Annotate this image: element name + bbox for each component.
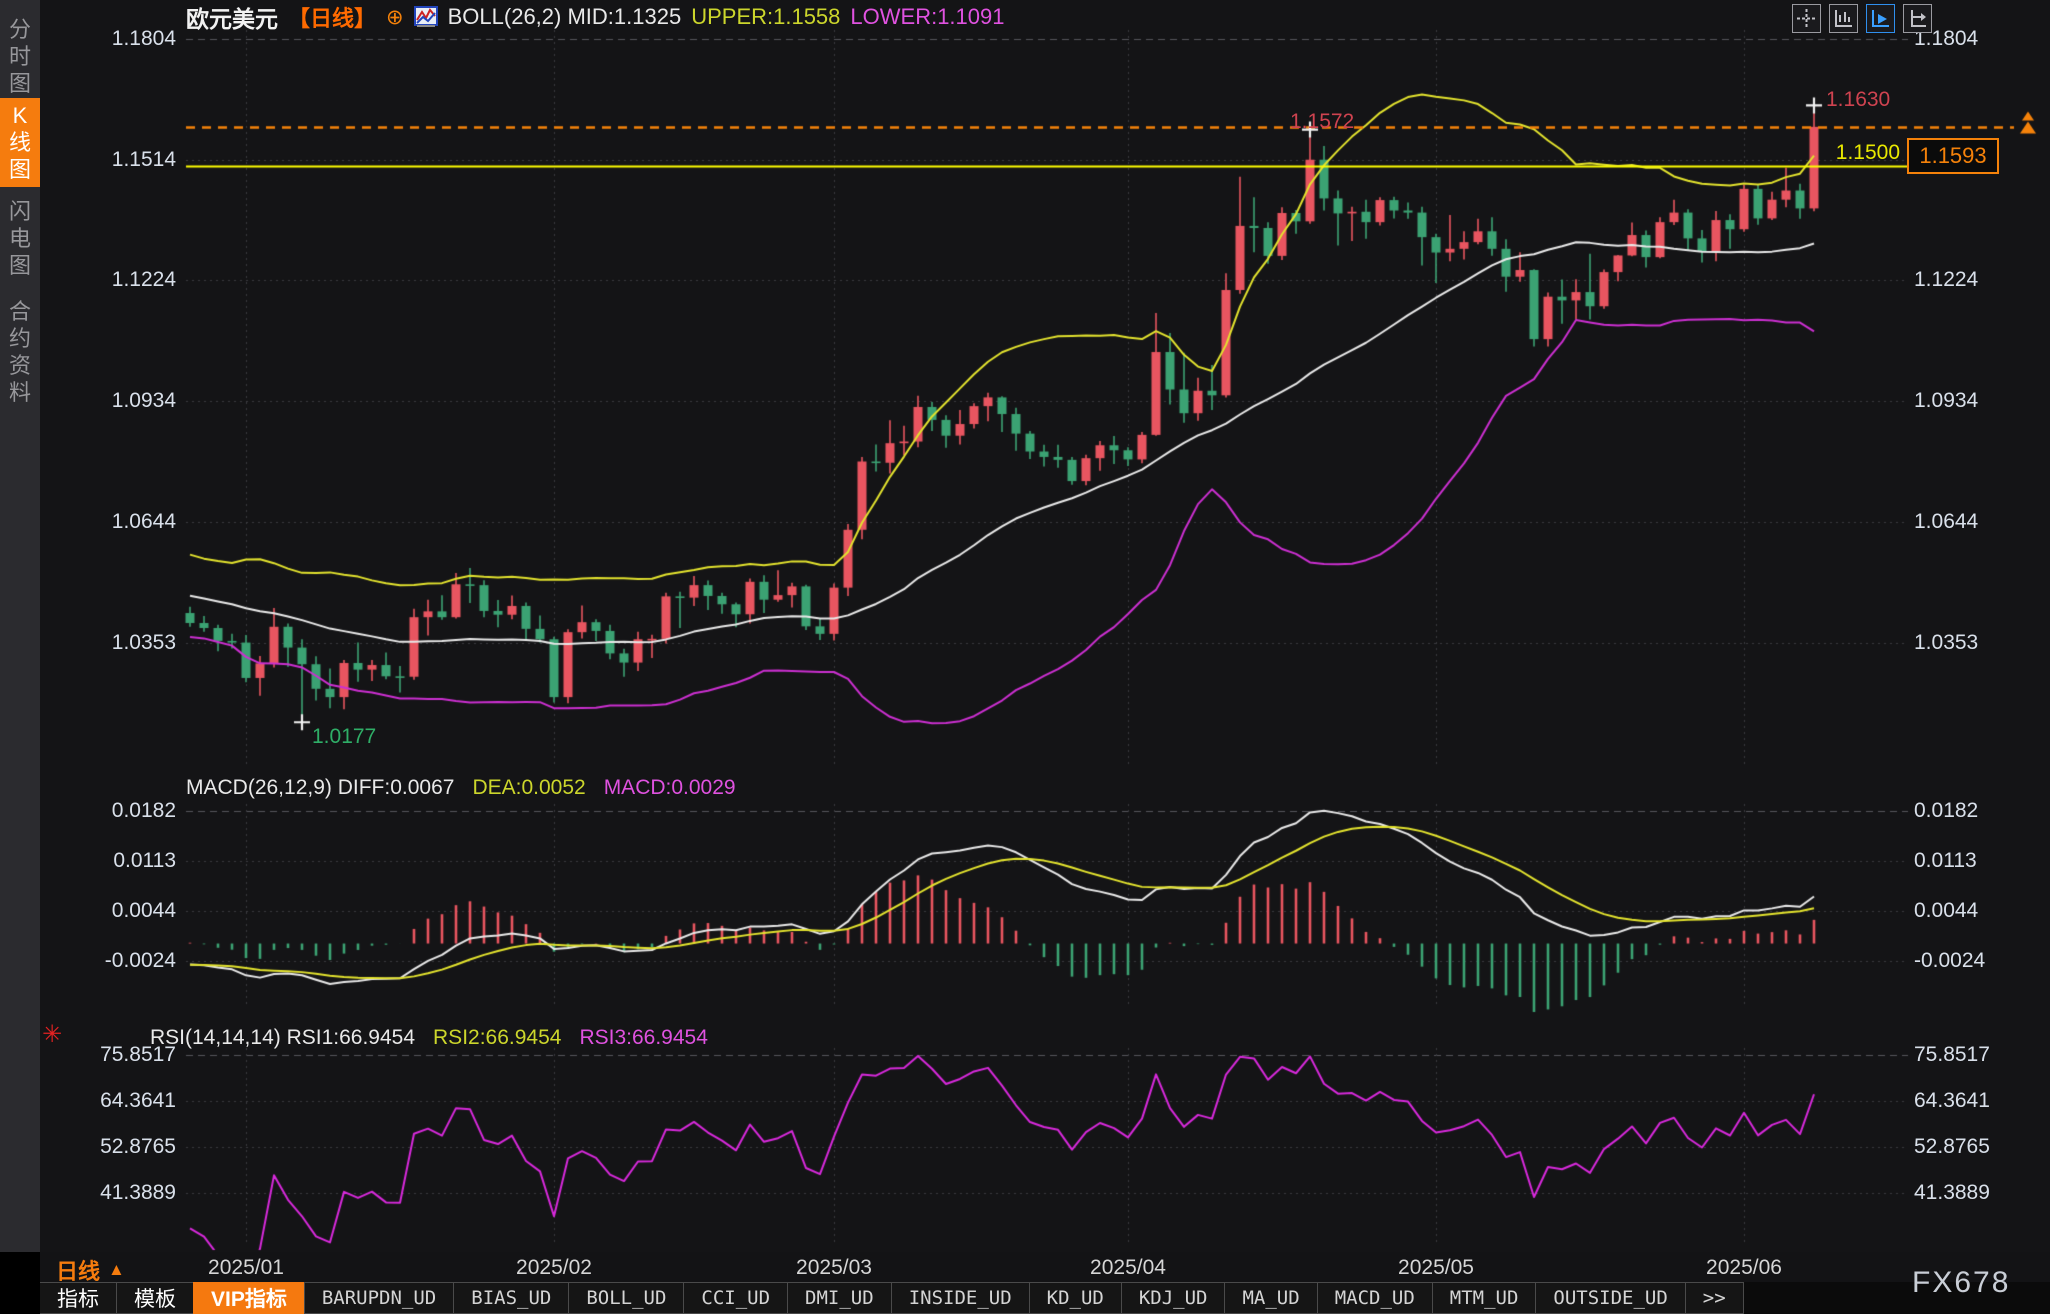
x-axis-label-2025/03: 2025/03 — [796, 1256, 872, 1279]
y-axis-left-1.1804: 1.1804 — [111, 27, 176, 50]
last-price-tag: 1.1593 — [1907, 138, 1999, 174]
axes-scale-icon[interactable] — [1829, 4, 1858, 33]
chart-toolbar — [1792, 4, 1932, 33]
chart-header: 欧元美元 【日线】 ⊕ BOLL(26,2) MID:1.1325 UPPER:… — [186, 3, 1005, 32]
y-axis-right-1.1224: 1.1224 — [1914, 268, 1979, 291]
macd-dea-value: DEA:0.0052 — [472, 776, 586, 799]
rsi-header: RSI(14,14,14) RSI1:66.9454 RSI2:66.9454 … — [150, 1026, 708, 1050]
tab-DMI_UD[interactable]: DMI_UD — [787, 1282, 892, 1314]
sidebar-item-合约资料[interactable]: 合约资料 — [8, 299, 31, 405]
y-axis-right-0.0113: 0.0113 — [1914, 849, 1977, 872]
x-axis-label-2025/02: 2025/02 — [516, 1256, 592, 1279]
y-axis-left-75.8517: 75.8517 — [100, 1043, 176, 1066]
y-axis-right--0.0024: -0.0024 — [1914, 949, 1986, 972]
boll-lower: LOWER:1.1091 — [850, 4, 1005, 29]
bottom-left-corner — [0, 1252, 40, 1314]
y-axis-right-0.0182: 0.0182 — [1914, 799, 1979, 822]
tab-BOLL_UD[interactable]: BOLL_UD — [568, 1282, 685, 1314]
x-axis-label-2025/04: 2025/04 — [1090, 1256, 1166, 1279]
tab-CCI_UD[interactable]: CCI_UD — [683, 1282, 789, 1314]
y-axis-left-52.8765: 52.8765 — [100, 1135, 176, 1158]
y-axis-left-1.0353: 1.0353 — [111, 631, 176, 654]
tab-OUTSIDE_UD[interactable]: OUTSIDE_UD — [1535, 1282, 1686, 1314]
sidebar-item-闪电图[interactable]: 闪电图 — [8, 199, 31, 278]
x-axis-label-2025/05: 2025/05 — [1398, 1256, 1474, 1279]
axes-play-icon[interactable] — [1866, 4, 1895, 33]
macd-header: MACD(26,12,9) DIFF:0.0067 DEA:0.0052 MAC… — [186, 776, 736, 800]
axes-shift-icon[interactable] — [1903, 4, 1932, 33]
tab->>[interactable]: >> — [1684, 1282, 1744, 1314]
y-axis-right-64.3641: 64.3641 — [1914, 1089, 1990, 1112]
y-axis-right-75.8517: 75.8517 — [1914, 1043, 1990, 1066]
y-axis-right-1.0353: 1.0353 — [1914, 631, 1979, 654]
period-tag: 【日线】 — [288, 6, 377, 31]
high-price-label-1.1630: 1.1630 — [1826, 88, 1891, 112]
y-axis-right-41.3889: 41.3889 — [1914, 1181, 1990, 1204]
y-axis-left-1.0644: 1.0644 — [111, 510, 176, 533]
tab-MA_UD[interactable]: MA_UD — [1224, 1282, 1318, 1314]
add-compare-icon[interactable]: ⊕ — [386, 5, 404, 29]
alert-flag-icon[interactable]: ✳ — [42, 1021, 63, 1048]
period-selector[interactable]: 日线 ▲ — [56, 1254, 125, 1286]
tab-KDJ_UD[interactable]: KDJ_UD — [1120, 1282, 1226, 1314]
tab-VIP指标[interactable]: VIP指标 — [193, 1282, 305, 1314]
tab-MACD_UD[interactable]: MACD_UD — [1316, 1282, 1433, 1314]
tab-指标[interactable]: 指标 — [39, 1282, 117, 1314]
y-axis-left-0.0182: 0.0182 — [111, 799, 176, 822]
time-axis-strip — [40, 1252, 2050, 1282]
rsi2-value: RSI2:66.9454 — [433, 1026, 562, 1049]
tab-模板[interactable]: 模板 — [116, 1282, 194, 1314]
tab-KD_UD[interactable]: KD_UD — [1028, 1282, 1122, 1314]
tab-BARUPDN_UD[interactable]: BARUPDN_UD — [303, 1282, 455, 1314]
indicator-tab-bar: 指标 模板 VIP指标 BARUPDN_UD BIAS_UD BOLL_UD CCI_UD D… — [39, 1282, 2050, 1314]
y-axis-left-0.0044: 0.0044 — [111, 899, 176, 922]
move-crosshair-icon[interactable] — [1792, 4, 1821, 33]
y-axis-left-1.1514: 1.1514 — [111, 148, 176, 171]
boll-values: BOLL(26,2) MID:1.1325 — [447, 4, 682, 29]
macd-value: MACD:0.0029 — [603, 776, 736, 799]
indicator-logo-icon — [413, 6, 438, 28]
symbol-name: 欧元美元 — [186, 6, 278, 32]
y-axis-right-1.0644: 1.0644 — [1914, 510, 1979, 533]
y-axis-left-41.3889: 41.3889 — [100, 1181, 176, 1204]
tab-BIAS_UD[interactable]: BIAS_UD — [453, 1282, 570, 1314]
high-price-label-1.1572: 1.1572 — [1290, 109, 1355, 133]
period-label: 日线 — [56, 1259, 101, 1284]
y-axis-left-1.1224: 1.1224 — [111, 268, 176, 291]
y-axis-left-1.0934: 1.0934 — [111, 389, 176, 412]
y-axis-left--0.0024: -0.0024 — [104, 949, 176, 972]
boll-upper: UPPER:1.1558 — [691, 4, 841, 29]
rsi3-value: RSI3:66.9454 — [579, 1026, 708, 1049]
tab-INSIDE_UD[interactable]: INSIDE_UD — [890, 1282, 1030, 1314]
triangle-up-icon: ▲ — [108, 1260, 125, 1279]
rsi1-value: RSI(14,14,14) RSI1:66.9454 — [150, 1026, 416, 1049]
low-price-label: 1.0177 — [312, 725, 377, 749]
sidebar-item-分时图[interactable]: 分时图 — [8, 17, 31, 96]
y-axis-right-1.0934: 1.0934 — [1914, 389, 1979, 412]
y-axis-left-0.0113: 0.0113 — [113, 849, 176, 872]
y-axis-left-64.3641: 64.3641 — [100, 1089, 176, 1112]
x-axis-label-2025/06: 2025/06 — [1706, 1256, 1782, 1279]
yellow-line-price-label: 1.1500 — [1835, 140, 1900, 164]
watermark: FX678 — [1912, 1266, 2011, 1299]
y-axis-right-52.8765: 52.8765 — [1914, 1135, 1990, 1158]
y-axis-right-0.0044: 0.0044 — [1914, 899, 1979, 922]
macd-title-diff: MACD(26,12,9) DIFF:0.0067 — [186, 776, 455, 799]
tab-MTM_UD[interactable]: MTM_UD — [1431, 1282, 1537, 1314]
x-axis-label-2025/01: 2025/01 — [208, 1256, 284, 1279]
